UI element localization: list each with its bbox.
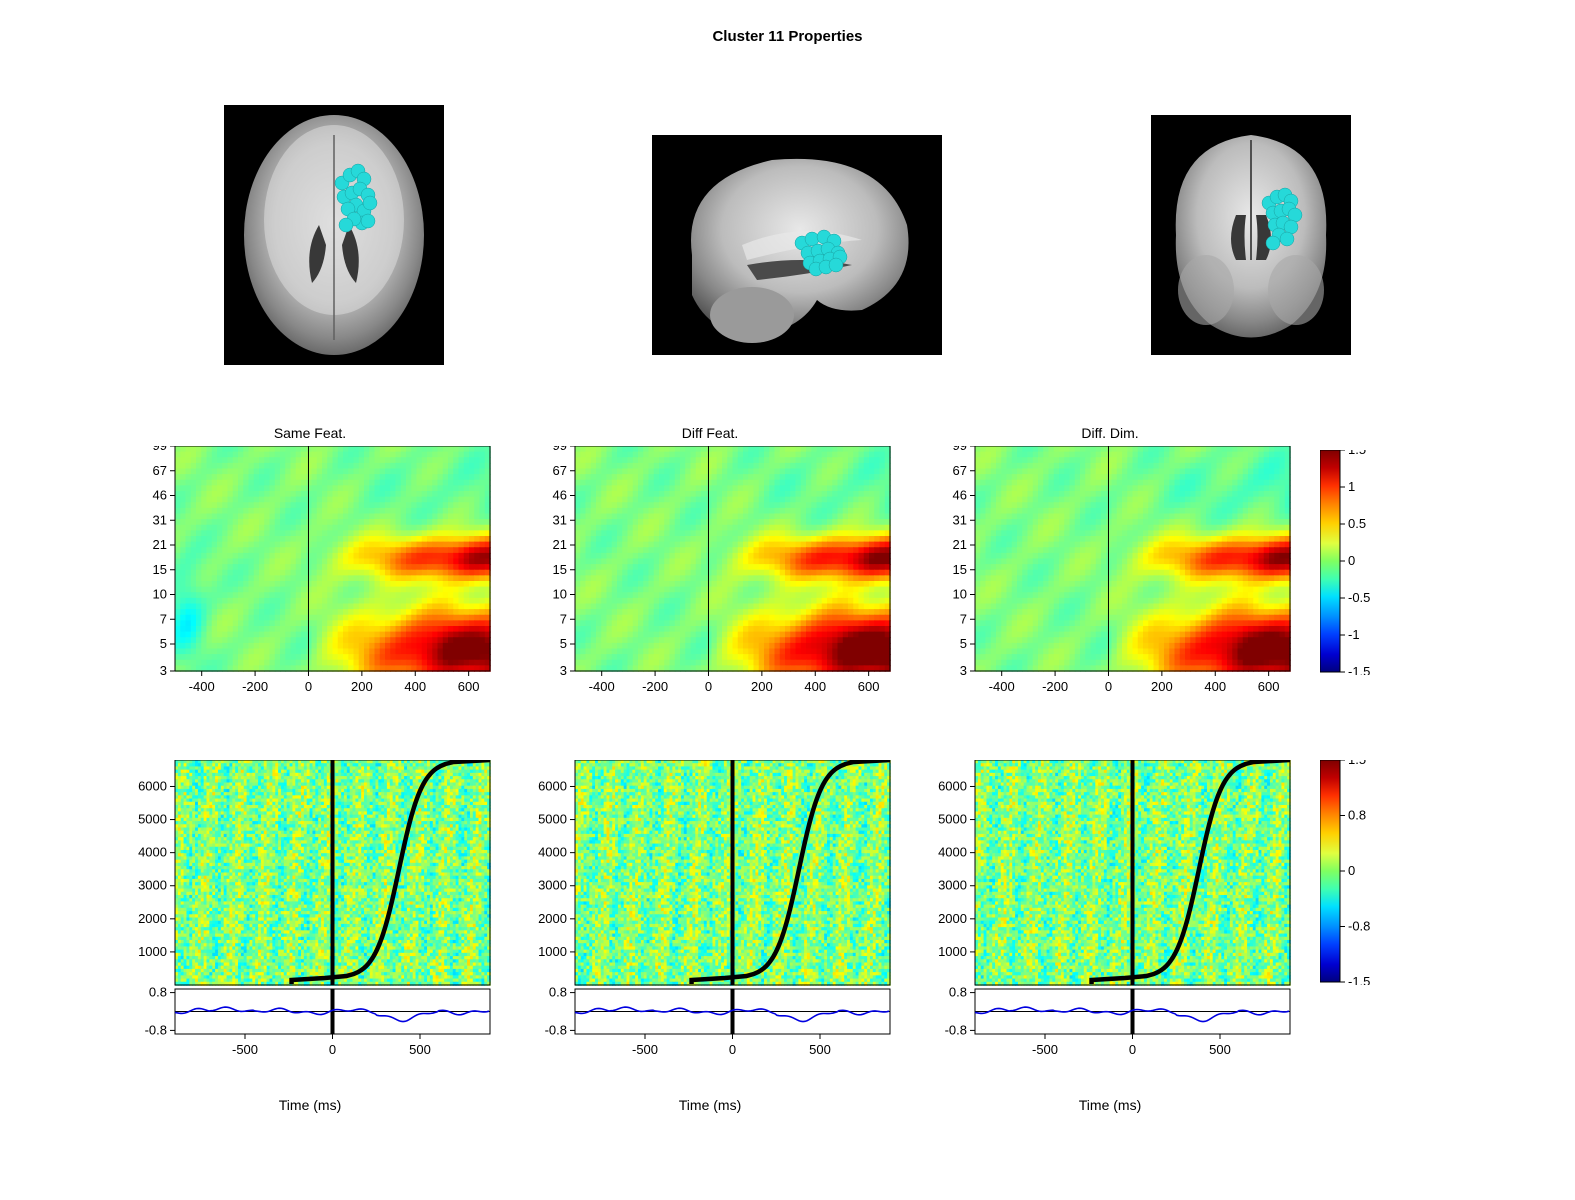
- spectrogram-svg: 99 67 46 31 21 15 10 7 5 3 -400 -200 0 200 400 600: [120, 446, 500, 706]
- raster-diff-dim: 6000500040003000200010000.8-0.8-5000500 …: [920, 760, 1300, 1120]
- spectrogram-diff-dim: Diff. Dim. 99674631211510753-400-2000200…: [920, 425, 1300, 725]
- svg-text:15: 15: [553, 562, 567, 577]
- svg-text:67: 67: [553, 463, 567, 478]
- svg-text:400: 400: [804, 679, 826, 694]
- raster-row: 6000500040003000200010000.8-0.8-5000500 …: [120, 760, 1455, 1120]
- raster-svg: 6000500040003000200010000.8-0.8-5000500: [120, 760, 500, 1090]
- svg-text:21: 21: [553, 537, 567, 552]
- raster-svg: 6000500040003000200010000.8-0.8-5000500: [920, 760, 1300, 1090]
- brain-row: [120, 105, 1455, 365]
- svg-text:99: 99: [553, 446, 567, 453]
- brain-sagittal-svg: [652, 135, 942, 355]
- spectrogram-svg: 99 67 46 31 21 15 10 7 5 3 -400 -200 0 200 400 600: [520, 446, 900, 706]
- raster-diff-feat: 6000500040003000200010000.8-0.8-5000500 …: [520, 760, 900, 1120]
- xlabel: Time (ms): [920, 1097, 1300, 1113]
- svg-text:5: 5: [160, 636, 167, 651]
- svg-text:7: 7: [160, 611, 167, 626]
- svg-text:46: 46: [553, 488, 567, 503]
- spectrogram-diff-feat: Diff Feat. 99 67 46 31 21 15 10 7 5 3 -400 -200 0 200…: [520, 425, 900, 725]
- colorbar-svg: 1.50.80-0.8-1.5: [1320, 760, 1380, 985]
- page-title: Cluster 11 Properties: [0, 28, 1575, 45]
- svg-text:600: 600: [458, 679, 480, 694]
- brain-sagittal: [652, 135, 942, 355]
- spectrogram-row: Same Feat. 99 67 46 31 21 15 10 7 5 3 -400 -200 0 200…: [120, 425, 1455, 725]
- xlabel: Time (ms): [520, 1097, 900, 1113]
- svg-text:46: 46: [153, 488, 167, 503]
- svg-text:5: 5: [560, 636, 567, 651]
- svg-text:67: 67: [153, 463, 167, 478]
- spectrogram-title: Same Feat.: [120, 425, 500, 441]
- brain-axial: [224, 105, 444, 365]
- svg-text:3: 3: [560, 663, 567, 678]
- spectrogram-title: Diff Feat.: [520, 425, 900, 441]
- svg-text:200: 200: [751, 679, 773, 694]
- svg-text:31: 31: [553, 512, 567, 527]
- svg-text:3: 3: [160, 663, 167, 678]
- svg-text:31: 31: [153, 512, 167, 527]
- colorbar-svg: 1.510.50-0.5-1-1.5: [1320, 450, 1380, 675]
- spectrogram-same-feat: Same Feat. 99 67 46 31 21 15 10 7 5 3 -400 -200 0 200…: [120, 425, 500, 725]
- svg-text:99: 99: [153, 446, 167, 453]
- svg-text:0: 0: [305, 679, 312, 694]
- svg-text:400: 400: [404, 679, 426, 694]
- svg-text:0: 0: [705, 679, 712, 694]
- svg-text:-200: -200: [642, 679, 668, 694]
- brain-coronal: [1151, 115, 1351, 355]
- raster-same-feat: 6000500040003000200010000.8-0.8-5000500 …: [120, 760, 500, 1120]
- raster-svg: 6000500040003000200010000.8-0.8-5000500: [520, 760, 900, 1090]
- brain-axial-svg: [224, 105, 444, 365]
- svg-text:10: 10: [553, 587, 567, 602]
- svg-text:10: 10: [153, 587, 167, 602]
- svg-text:-400: -400: [589, 679, 615, 694]
- svg-text:15: 15: [153, 562, 167, 577]
- colorbar-row3: 1.50.80-0.8-1.5: [1320, 760, 1380, 1120]
- spectrogram-svg: 99674631211510753-400-2000200400600: [920, 446, 1300, 706]
- svg-text:-400: -400: [189, 679, 215, 694]
- colorbar-row2: 1.510.50-0.5-1-1.5: [1320, 450, 1380, 725]
- brain-coronal-svg: [1151, 115, 1351, 355]
- svg-text:-200: -200: [242, 679, 268, 694]
- xlabel: Time (ms): [120, 1097, 500, 1113]
- svg-text:21: 21: [153, 537, 167, 552]
- svg-text:600: 600: [858, 679, 880, 694]
- svg-text:7: 7: [560, 611, 567, 626]
- svg-text:200: 200: [351, 679, 373, 694]
- spectrogram-title: Diff. Dim.: [920, 425, 1300, 441]
